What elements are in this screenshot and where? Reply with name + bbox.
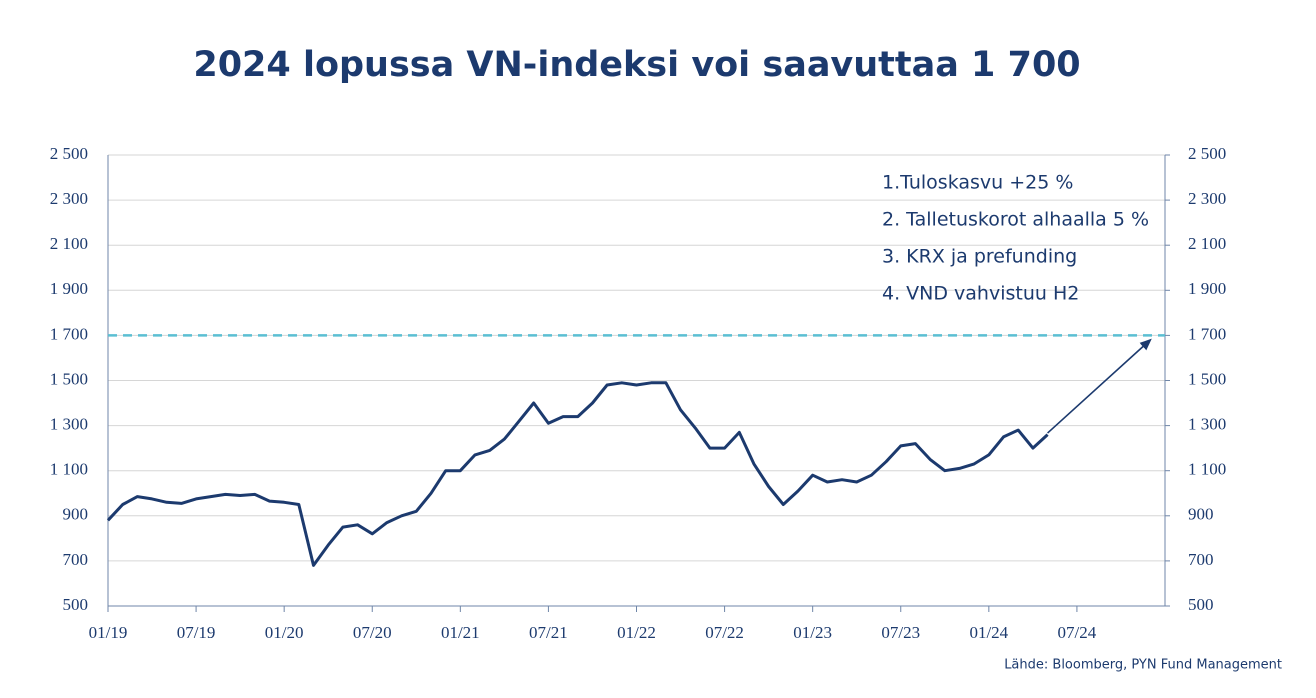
x-tick-label: 01/23 [793, 623, 832, 642]
y2-tick-label: 2 100 [1188, 234, 1226, 253]
y-tick-label: 2 500 [50, 144, 88, 163]
x-tick-label: 07/22 [705, 623, 744, 642]
chart-title: 2024 lopussa VN-indeksi voi saavuttaa 1 … [193, 45, 1080, 85]
x-tick-label: 01/24 [969, 623, 1008, 642]
annotation: 2. Talletuskorot alhaalla 5 % [882, 209, 1149, 231]
series-line [106, 381, 1049, 567]
y2-tick-label: 1 100 [1188, 460, 1226, 479]
y2-tick-label: 2 500 [1188, 144, 1226, 163]
x-tick-label: 07/21 [529, 623, 568, 642]
y-tick-label: 2 300 [50, 189, 88, 208]
annotation: 4. VND vahvistuu H2 [882, 283, 1079, 305]
x-tick-label: 07/23 [881, 623, 920, 642]
y-tick-label: 500 [63, 595, 89, 614]
y2-tick-label: 1 300 [1188, 415, 1226, 434]
y-tick-label: 2 100 [50, 234, 88, 253]
y-tick-label: 1 700 [50, 324, 88, 343]
x-tick-label: 01/19 [89, 623, 128, 642]
x-tick-label: 01/20 [265, 623, 304, 642]
x-tick-label: 01/22 [617, 623, 656, 642]
y-tick-label: 1 900 [50, 279, 88, 298]
x-tick-label: 01/21 [441, 623, 480, 642]
x-tick-label: 07/19 [177, 623, 216, 642]
y-tick-label: 1 500 [50, 369, 88, 388]
y-tick-label: 900 [63, 505, 89, 524]
y2-tick-label: 1 900 [1188, 279, 1226, 298]
y2-tick-label: 1 500 [1188, 369, 1226, 388]
source-note: Lähde: Bloomberg, PYN Fund Management [1004, 658, 1282, 673]
x-tick-label: 07/24 [1058, 623, 1097, 642]
y-tick-label: 1 100 [50, 460, 88, 479]
arrow [1047, 338, 1152, 434]
y2-tick-label: 700 [1188, 550, 1214, 569]
y-tick-label: 1 300 [50, 415, 88, 434]
annotation: 3. KRX ja prefunding [882, 246, 1077, 268]
y2-tick-label: 2 300 [1188, 189, 1226, 208]
y-tick-label: 700 [63, 550, 89, 569]
x-tick-label: 07/20 [353, 623, 392, 642]
y2-tick-label: 500 [1188, 595, 1214, 614]
annotation: 1.Tuloskasvu +25 % [882, 172, 1073, 194]
y2-tick-label: 1 700 [1188, 324, 1226, 343]
y2-tick-label: 900 [1188, 505, 1214, 524]
